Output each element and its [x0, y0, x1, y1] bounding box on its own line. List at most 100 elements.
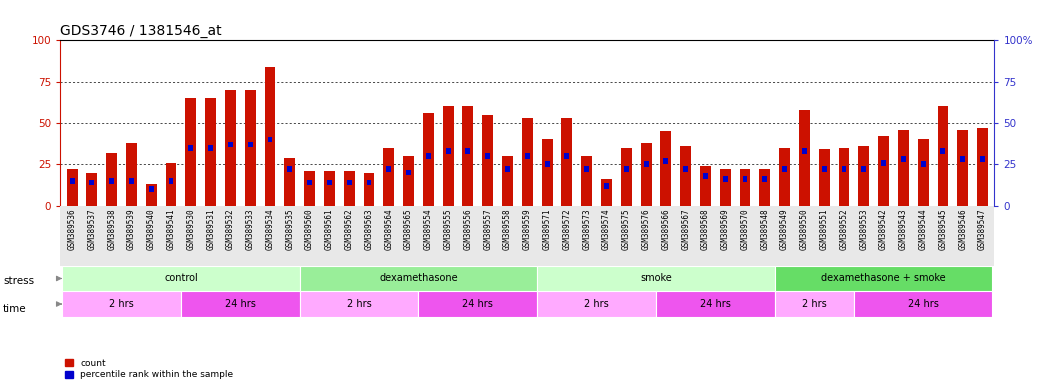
Text: GSM389552: GSM389552 [840, 209, 848, 250]
Bar [640, 143, 652, 205]
Bar [762, 176, 767, 182]
Text: 2 hrs: 2 hrs [584, 299, 609, 309]
Bar [562, 118, 572, 205]
Bar [802, 148, 807, 154]
Text: control: control [164, 273, 198, 283]
Bar [506, 166, 510, 172]
Bar [774, 266, 992, 291]
Bar [881, 160, 886, 166]
Text: GSM389531: GSM389531 [207, 209, 215, 250]
Bar [740, 169, 750, 205]
Bar [465, 148, 470, 154]
Bar [383, 148, 394, 205]
Bar [980, 156, 985, 162]
Text: GSM389538: GSM389538 [107, 209, 116, 250]
Text: GSM389541: GSM389541 [166, 209, 175, 250]
Bar [839, 148, 849, 205]
Bar [525, 153, 529, 159]
Bar [799, 110, 810, 205]
Text: GSM389543: GSM389543 [899, 209, 908, 250]
Bar [145, 184, 157, 205]
Text: GSM389550: GSM389550 [800, 209, 809, 250]
Bar [604, 183, 609, 189]
Text: GSM389545: GSM389545 [938, 209, 948, 250]
Bar [248, 142, 252, 147]
Bar [186, 98, 196, 205]
Text: GSM389554: GSM389554 [424, 209, 433, 250]
Bar [774, 291, 854, 317]
Bar [760, 169, 770, 205]
Bar [327, 180, 332, 185]
Bar [656, 291, 774, 317]
Bar [426, 153, 431, 159]
Bar [644, 161, 649, 167]
Text: time: time [3, 304, 27, 314]
Bar [206, 98, 216, 205]
Text: 24 hrs: 24 hrs [225, 299, 255, 309]
Text: 2 hrs: 2 hrs [802, 299, 826, 309]
Bar [703, 173, 708, 179]
Text: GSM389564: GSM389564 [384, 209, 393, 250]
Bar [722, 176, 728, 182]
Text: 2 hrs: 2 hrs [109, 299, 134, 309]
Bar [977, 128, 988, 205]
Bar [502, 156, 513, 205]
Text: GSM389574: GSM389574 [602, 209, 611, 250]
Text: GSM389568: GSM389568 [701, 209, 710, 250]
Bar [538, 266, 774, 291]
Bar [921, 161, 926, 167]
Text: GSM389562: GSM389562 [345, 209, 354, 250]
Text: GSM389542: GSM389542 [879, 209, 889, 250]
Text: GSM389535: GSM389535 [285, 209, 295, 250]
Bar [300, 291, 418, 317]
Text: GSM389566: GSM389566 [661, 209, 671, 250]
Text: GSM389536: GSM389536 [67, 209, 77, 250]
Text: 2 hrs: 2 hrs [347, 299, 372, 309]
Bar [542, 139, 552, 205]
Text: GSM389563: GSM389563 [364, 209, 374, 250]
Text: GSM389558: GSM389558 [503, 209, 512, 250]
Text: stress: stress [3, 276, 34, 286]
Bar [601, 179, 612, 205]
Bar [486, 153, 490, 159]
Text: GSM389548: GSM389548 [760, 209, 769, 250]
Bar [386, 166, 391, 172]
Bar [463, 106, 473, 205]
Bar [347, 180, 352, 185]
Bar [957, 129, 968, 205]
Bar [780, 148, 790, 205]
Bar [719, 169, 731, 205]
Bar [624, 166, 629, 172]
Text: GSM389561: GSM389561 [325, 209, 334, 250]
Bar [858, 146, 869, 205]
Text: GSM389544: GSM389544 [919, 209, 928, 250]
Bar [545, 161, 549, 167]
Bar [842, 166, 846, 172]
Bar [406, 170, 411, 175]
Text: GSM389557: GSM389557 [484, 209, 492, 250]
Bar [62, 291, 181, 317]
Bar [680, 146, 691, 205]
Bar [284, 158, 295, 205]
Text: 24 hrs: 24 hrs [700, 299, 731, 309]
Bar [245, 90, 255, 205]
Bar [403, 156, 414, 205]
Bar [445, 148, 450, 154]
Text: GSM389560: GSM389560 [305, 209, 315, 250]
Text: GSM389570: GSM389570 [740, 209, 749, 250]
Bar [268, 137, 272, 142]
Bar [901, 156, 906, 162]
Text: GSM389567: GSM389567 [681, 209, 690, 250]
Bar [483, 115, 493, 205]
Text: GSM389534: GSM389534 [266, 209, 274, 250]
Bar [581, 156, 592, 205]
Bar [168, 178, 173, 184]
Text: GSM389555: GSM389555 [443, 209, 453, 250]
Bar [209, 145, 213, 151]
Text: GDS3746 / 1381546_at: GDS3746 / 1381546_at [60, 24, 222, 38]
Text: 24 hrs: 24 hrs [907, 299, 938, 309]
Bar [181, 291, 300, 317]
Bar [960, 156, 965, 162]
Bar [109, 178, 114, 184]
Bar [363, 172, 375, 205]
